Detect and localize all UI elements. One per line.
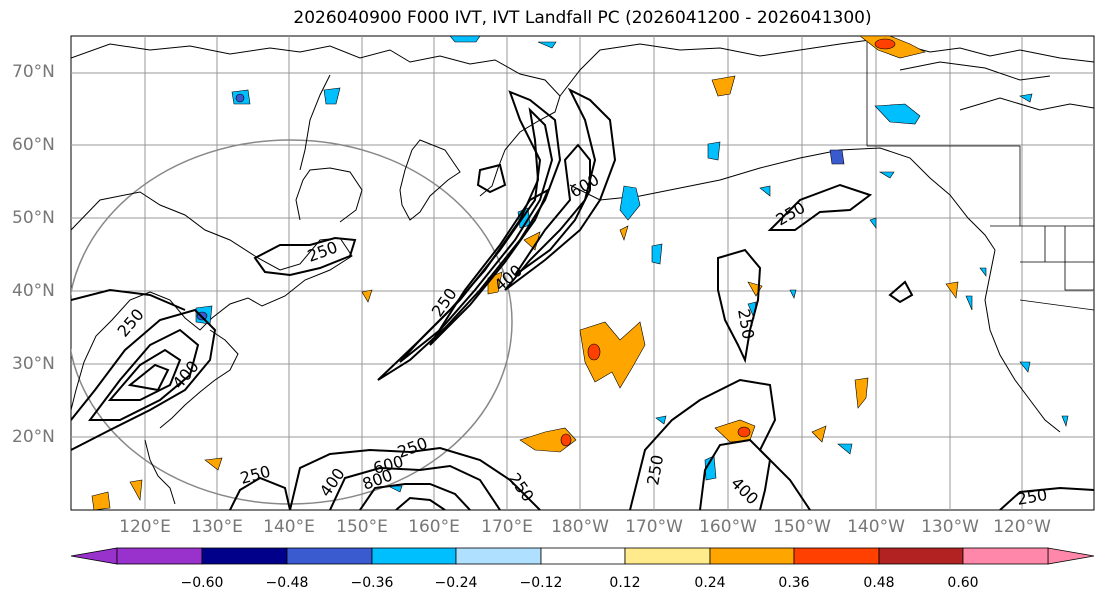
colorbar (70, 547, 1095, 565)
colorbar-tick: 0.12 (609, 575, 641, 591)
colorbar-swatch (624, 547, 711, 565)
colorbar-tick: −0.48 (265, 575, 309, 591)
lon-label: 170°W (625, 517, 683, 537)
colorbar-right-arrow (1047, 547, 1095, 565)
colorbar-swatch (793, 547, 880, 565)
map-frame (70, 35, 1095, 511)
ivt-contours (71, 87, 1094, 510)
colorbar-tick: −0.12 (519, 575, 563, 591)
colorbar-left-arrow (70, 547, 118, 565)
colorbar-swatch (962, 547, 1049, 565)
lon-label: 170°E (481, 517, 533, 537)
lon-label: 120°E (119, 517, 171, 537)
lon-label: 150°E (336, 517, 388, 537)
colorbar-tick: 0.36 (778, 575, 810, 591)
colorbar-tick: −0.60 (180, 575, 224, 591)
colorbar-swatch (709, 547, 795, 565)
lat-label-50n: 50°N (12, 208, 55, 228)
colorbar-tick: −0.24 (434, 575, 478, 591)
lon-label: 140°W (847, 517, 905, 537)
colorbar-tick: 0.24 (694, 575, 726, 591)
colorbar-swatch (878, 547, 964, 565)
colorbar-tick: 0.60 (947, 575, 979, 591)
lon-label: 130°W (921, 517, 979, 537)
lat-label-70n: 70°N (12, 62, 55, 82)
colorbar-swatch (455, 547, 542, 565)
colorbar-swatch (116, 547, 203, 565)
map-title: 2026040900 F000 IVT, IVT Landfall PC (20… (293, 8, 872, 28)
colorbar-swatch (540, 547, 626, 565)
range-circle (71, 139, 513, 505)
lon-label: 160°E (408, 517, 460, 537)
lon-label: 160°W (699, 517, 757, 537)
anomaly-patches (91, 36, 1069, 510)
lon-label: 140°E (263, 517, 315, 537)
lat-label-40n: 40°N (12, 281, 55, 301)
lon-label: 130°E (191, 517, 243, 537)
colorbar-tick: −0.36 (350, 575, 394, 591)
colorbar-swatch (371, 547, 457, 565)
lon-label: 150°W (773, 517, 831, 537)
colorbar-tick: 0.48 (863, 575, 895, 591)
gridlines (71, 36, 1094, 510)
lon-label: 120°W (993, 517, 1051, 537)
colorbar-swatch (286, 547, 373, 565)
lon-label: 180°W (551, 517, 609, 537)
lat-label-30n: 30°N (12, 354, 55, 374)
borders (866, 36, 1094, 311)
lat-label-60n: 60°N (12, 135, 55, 155)
lat-label-20n: 20°N (12, 427, 55, 447)
colorbar-swatch (201, 547, 288, 565)
